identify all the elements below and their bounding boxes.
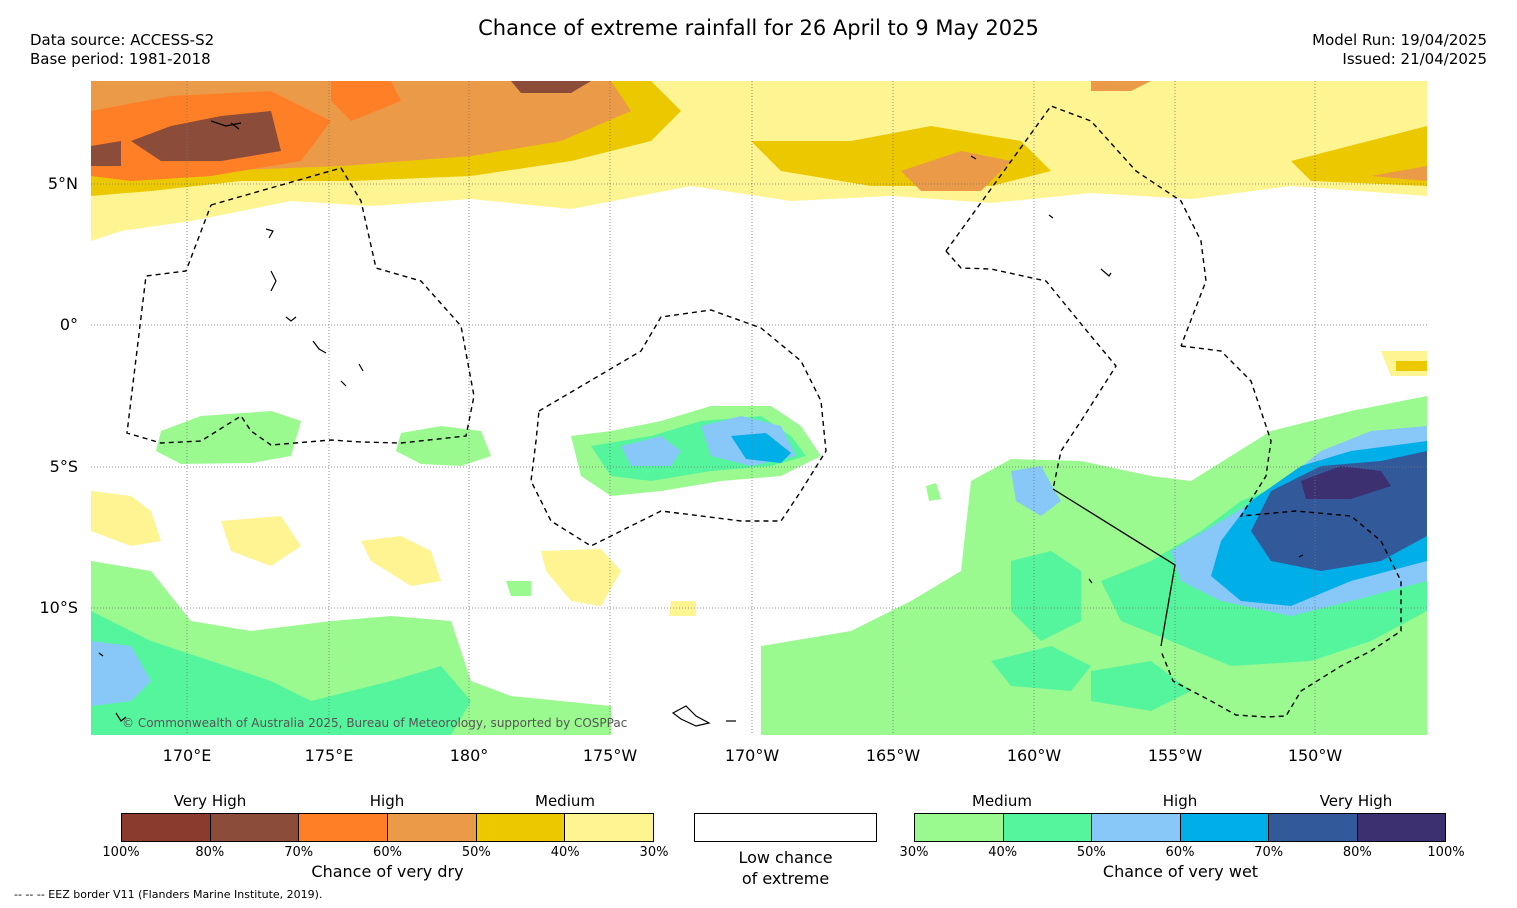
- wet-tick-label: 80%: [1342, 845, 1372, 860]
- wet-swatch-5: [1357, 814, 1445, 841]
- boundary-line: [1052, 488, 1176, 647]
- wet-swatch-2: [1092, 814, 1181, 841]
- wet-swatch-0: [915, 814, 1004, 841]
- dry-swatch-0: [122, 814, 211, 841]
- wet-tick-label: 70%: [1254, 845, 1284, 860]
- dry-tick-label: 30%: [639, 845, 669, 860]
- islands: [98, 120, 1304, 727]
- dry-tick-label: 50%: [461, 845, 491, 860]
- dry-swatch-2: [299, 814, 389, 841]
- lon-label-175w: 175°W: [582, 746, 638, 765]
- low-chance-swatch: [694, 813, 877, 842]
- base-period: Base period: 1981-2018: [30, 50, 211, 68]
- wet-tick-label: 50%: [1076, 845, 1106, 860]
- lon-label-175e: 175°E: [304, 746, 354, 765]
- dry-swatch-3: [388, 814, 477, 841]
- wet-tick-label: 100%: [1427, 845, 1465, 860]
- low-chance-caption-2: of extreme: [741, 869, 830, 888]
- dry-tick-label: 70%: [284, 845, 314, 860]
- rainfall-map[interactable]: [91, 81, 1427, 735]
- dry-region-north: [91, 81, 1427, 241]
- wet-swatch-1: [1003, 814, 1092, 841]
- dry-tick-label: 80%: [195, 845, 225, 860]
- dry-colorbar: [121, 813, 654, 842]
- wet-caption: Chance of very wet: [1102, 862, 1259, 881]
- data-source: Data source: ACCESS-S2: [30, 31, 215, 49]
- lon-label-160w: 160°W: [1006, 746, 1062, 765]
- dry-swatch-5: [565, 814, 654, 841]
- dry-patches-south: [91, 351, 1427, 616]
- copyright-notice: © Commonwealth of Australia 2025, Bureau…: [122, 716, 628, 730]
- model-run: Model Run: 19/04/2025: [1312, 31, 1487, 49]
- lon-label-170e: 170°E: [162, 746, 212, 765]
- wet-region-southeast: [761, 396, 1427, 735]
- wet-tick-label: 40%: [988, 845, 1018, 860]
- lon-label-150w: 150°W: [1287, 746, 1343, 765]
- lon-label-165w: 165°W: [865, 746, 921, 765]
- lat-label-5s: 5°S: [49, 457, 78, 476]
- wet-tick-label: 60%: [1165, 845, 1195, 860]
- dry-category-medium: Medium: [535, 792, 595, 810]
- lon-label-170w: 170°W: [724, 746, 780, 765]
- wet-region-southwest: [91, 411, 611, 735]
- dry-tick-label: 100%: [102, 845, 140, 860]
- issued-date: Issued: 21/04/2025: [1342, 50, 1487, 68]
- low-chance-caption-1: Low chance: [738, 848, 833, 867]
- lon-label-180: 180°: [449, 746, 489, 765]
- lat-label-5n: 5°N: [47, 174, 78, 193]
- eez-borders: [126, 105, 1402, 718]
- dry-tick-label: 60%: [373, 845, 402, 860]
- lat-label-eq: 0°: [59, 315, 78, 334]
- wet-category-high: High: [1162, 792, 1198, 810]
- wet-swatch-4: [1269, 814, 1358, 841]
- eez-footnote: -- -- -- EEZ border V11 (Flanders Marine…: [14, 888, 323, 901]
- wet-swatch-3: [1180, 814, 1269, 841]
- dry-swatch-1: [210, 814, 300, 841]
- wet-category-medium: Medium: [972, 792, 1032, 810]
- dry-tick-label: 40%: [550, 845, 580, 860]
- dry-category-high: High: [369, 792, 405, 810]
- map-title: Chance of extreme rainfall for 26 April …: [478, 16, 1039, 40]
- dry-caption: Chance of very dry: [311, 862, 464, 881]
- model-run-info: Model Run: 19/04/2025 Issued: 21/04/2025: [1312, 31, 1487, 69]
- wet-category-very-high: Very High: [1319, 792, 1393, 810]
- lat-label-10s: 10°S: [39, 598, 78, 617]
- wet-tick-label: 30%: [899, 845, 929, 860]
- graticule: [91, 81, 1427, 735]
- lon-label-155w: 155°W: [1147, 746, 1203, 765]
- dry-category-very-high: Very High: [173, 792, 247, 810]
- data-source-info: Data source: ACCESS-S2 Base period: 1981…: [30, 31, 214, 69]
- dry-swatch-4: [476, 814, 566, 841]
- wet-colorbar: [914, 813, 1446, 842]
